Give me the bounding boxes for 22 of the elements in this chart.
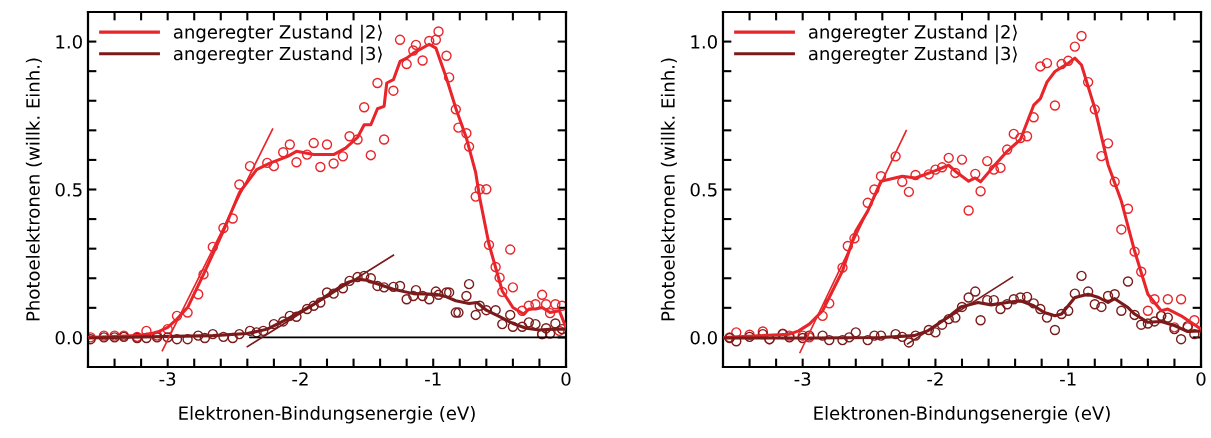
y-tick-label: 0.5 bbox=[55, 182, 82, 197]
legend-label: angeregter Zustand |2⟩ bbox=[808, 24, 1017, 43]
x-tick-label: -3 bbox=[794, 372, 811, 386]
x-axis-title: Elektronen-Bindungsenergie (eV) bbox=[179, 406, 475, 424]
x-tick-label: -1 bbox=[425, 372, 441, 386]
x-axis-title: Elektronen-Bindungsenergie (eV) bbox=[814, 406, 1110, 424]
y-axis-title: Photoelektronen (willk. Einh.) bbox=[660, 58, 677, 321]
y-tick-label: 1.0 bbox=[691, 35, 717, 49]
y-axis-title: Photoelektronen (willk. Einh.) bbox=[25, 58, 42, 321]
y-tick-label: 0.0 bbox=[690, 330, 717, 345]
y-tick-label: 1.0 bbox=[56, 35, 82, 49]
legend-label: angeregter Zustand |3⟩ bbox=[173, 46, 382, 65]
legend-label: angeregter Zustand |2⟩ bbox=[173, 24, 382, 43]
x-tick-label: -1 bbox=[1060, 372, 1076, 386]
x-tick-label: -2 bbox=[292, 372, 308, 386]
x-tick-label: 0 bbox=[561, 372, 571, 386]
x-tick-label: 0 bbox=[1196, 372, 1206, 386]
x-tick-label: -3 bbox=[159, 372, 176, 386]
x-tick-label: -2 bbox=[927, 372, 943, 386]
y-tick-label: 0.5 bbox=[690, 182, 717, 197]
y-tick-label: 0.0 bbox=[55, 330, 82, 345]
legend-label: angeregter Zustand |3⟩ bbox=[808, 46, 1017, 65]
